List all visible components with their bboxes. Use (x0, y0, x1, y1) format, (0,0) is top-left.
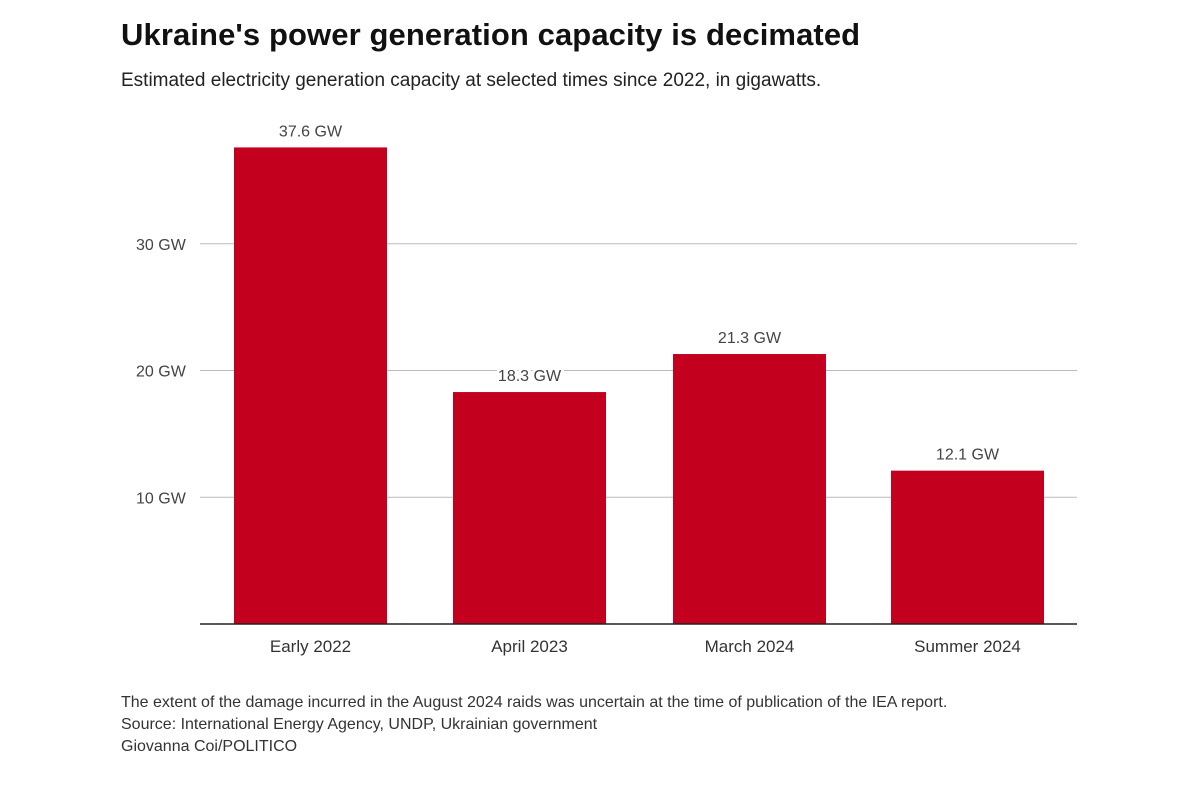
data-label-1: 37.6 GW (279, 123, 343, 140)
footnote: The extent of the damage incurred in the… (121, 694, 948, 711)
bar-chart: 10 GW 20 GW 30 GW 37.6 GW 18.3 GW 21.3 GW 12.1… (136, 123, 1077, 656)
y-tick-label-20: 20 GW (136, 364, 187, 381)
chart-footer: The extent of the damage incurred in the… (121, 692, 1051, 758)
bar-2 (453, 392, 606, 624)
y-tick-label-10: 10 GW (136, 490, 187, 507)
data-label-3: 21.3 GW (718, 330, 782, 347)
y-tick-label-30: 30 GW (136, 237, 187, 254)
source-note: Source: International Energy Agency, UND… (121, 716, 598, 733)
bar-1 (234, 147, 387, 625)
chart-subtitle: Estimated electricity generation capacit… (121, 70, 822, 91)
chart-title: Ukraine's power generation capacity is d… (121, 17, 861, 52)
data-label-2: 18.3 GW (498, 368, 562, 385)
data-label-4: 12.1 GW (936, 447, 1000, 464)
x-tick-label-3: March 2024 (705, 637, 795, 656)
x-tick-label-1: Early 2022 (270, 637, 351, 656)
bar-3 (673, 354, 826, 624)
bar-4 (891, 470, 1044, 624)
x-tick-label-4: Summer 2024 (914, 637, 1021, 656)
x-tick-label-2: April 2023 (491, 637, 568, 656)
credit-note: Giovanna Coi/POLITICO (121, 738, 298, 755)
